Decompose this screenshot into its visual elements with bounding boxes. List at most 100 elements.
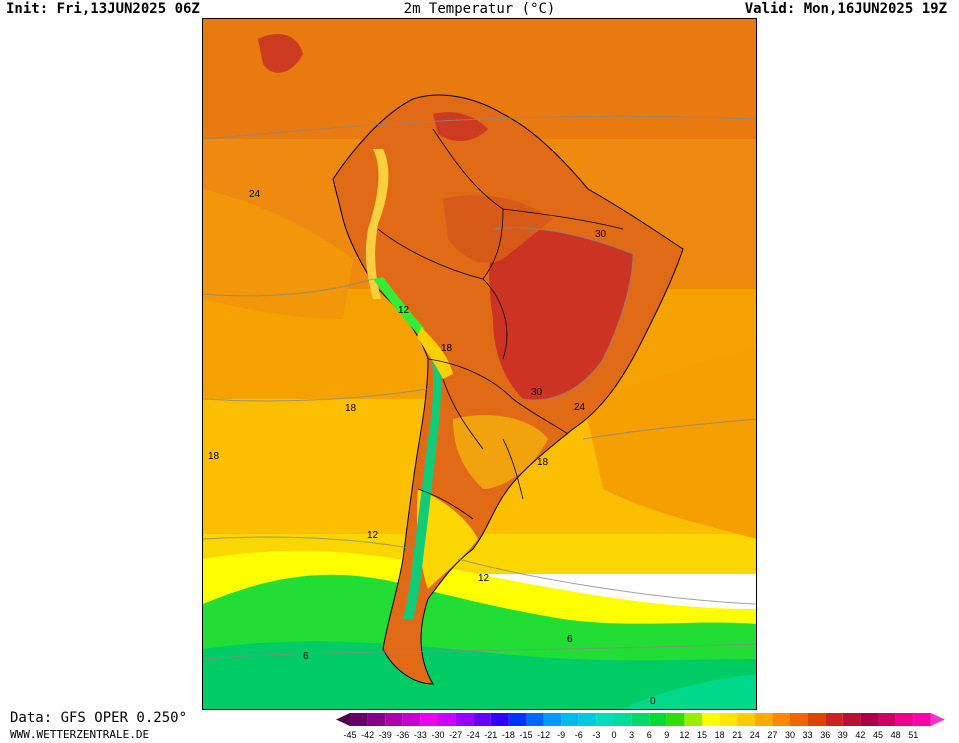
colorbar-tick-label: -39: [379, 730, 392, 739]
chart-title: 2m Temperatur (°C): [403, 1, 556, 17]
colorbar-swatch: [596, 713, 614, 726]
colorbar-tick-label: -42: [361, 730, 374, 739]
colorbar-tick-label: -15: [519, 730, 532, 739]
website-label: WWW.WETTERZENTRALE.DE: [10, 728, 150, 741]
colorbar-tick-label: 24: [750, 730, 760, 739]
colorbar-tick-label: -18: [502, 730, 515, 739]
colorbar-swatch: [719, 713, 738, 726]
pacific-tongue: [203, 189, 353, 319]
andes-peru: [373, 277, 425, 334]
colorbar-swatch: [385, 713, 403, 726]
contour-label: 12: [398, 305, 410, 316]
colorbar-swatch: [737, 713, 755, 726]
colorbar-tick-label: -45: [343, 730, 356, 739]
colorbar-tick-label: 18: [715, 730, 725, 739]
colorbar-swatch: [842, 713, 861, 726]
contour-label: 12: [478, 573, 490, 584]
temperature-map: 24 30 12 18 18 30 24 18 18 12 12 6 6 0: [202, 18, 757, 710]
patagonia: [416, 489, 478, 589]
contour-label: 18: [208, 451, 220, 462]
colorbar-swatch: [790, 713, 808, 726]
colorbar-high-arrow: [930, 713, 945, 726]
colorbar-tick-label: -3: [592, 730, 600, 739]
colorbar-tick-label: -21: [484, 730, 497, 739]
atlantic-band: [583, 349, 756, 539]
contour-lines: [203, 115, 756, 660]
colorbar-swatch: [614, 713, 632, 726]
colorbar-tick-label: 48: [891, 730, 901, 739]
colorbar-swatch: [526, 713, 544, 726]
colorbar-tick-label: 42: [855, 730, 865, 739]
colorbar-swatch: [825, 713, 843, 726]
andes-north: [365, 149, 389, 299]
colorbar-tick-label: 12: [679, 730, 689, 739]
colorbar-tick-label: 33: [803, 730, 813, 739]
colorbar-swatch: [473, 713, 491, 726]
band-green-dark: [203, 641, 756, 709]
colorbar-swatch: [402, 713, 421, 726]
colorbar-tick-label: -33: [414, 730, 427, 739]
contour-label: 12: [367, 530, 379, 541]
colorbar-tick-label: 0: [611, 730, 616, 739]
colorbar-svg: -45 -42 -39 -36 -33 -30 -27 -24 -21 -18 -15 -12 -9 -6…: [336, 713, 945, 740]
contour-label: 6: [567, 634, 573, 645]
colorbar-tick-label: -30: [431, 730, 444, 739]
country-borders: [377, 128, 624, 520]
northwest-hot: [258, 34, 303, 73]
valid-time-label: Valid: Mon,16JUN2025 19Z: [744, 1, 947, 17]
colorbar-swatch: [350, 713, 368, 726]
colorbar-swatch: [772, 713, 790, 726]
colorbar-swatch: [702, 713, 720, 726]
colorbar-swatch: [878, 713, 896, 726]
colorbar-tick-label: 21: [732, 730, 742, 739]
colorbar-tick-label: 15: [697, 730, 707, 739]
contour-label: 30: [595, 229, 607, 240]
colorbar-swatch: [455, 713, 474, 726]
colorbar-swatch: [913, 713, 931, 726]
colorbar-tick-label: -12: [537, 730, 550, 739]
contour-label: 24: [574, 402, 586, 413]
colorbar-tick-label: -6: [575, 730, 583, 739]
colorbar-swatch: [367, 713, 386, 726]
colorbar-swatch: [631, 713, 650, 726]
pampas: [453, 415, 548, 489]
colorbar-tick-label: -36: [396, 730, 409, 739]
colorbar-tick-label: 27: [767, 730, 777, 739]
contour-label: 18: [345, 403, 357, 414]
colorbar-swatch: [807, 713, 826, 726]
colorbar-tick-label: -24: [467, 730, 480, 739]
colorbar-swatch: [543, 713, 562, 726]
altiplano: [417, 327, 453, 379]
colorbar-tick-label: 45: [873, 730, 883, 739]
data-source-label: Data: GFS OPER 0.250°: [10, 710, 188, 726]
colorbar-tick-label: 36: [820, 730, 830, 739]
colorbar-tick-label: 6: [647, 730, 652, 739]
colorbar-tick-label: 51: [908, 730, 918, 739]
band-teal: [623, 674, 756, 709]
colorbar-swatch: [684, 713, 702, 726]
contour-label: 30: [531, 387, 543, 398]
colorbar-swatch: [666, 713, 685, 726]
contour-label: 0: [650, 696, 656, 707]
colorbar-tick-label: 3: [629, 730, 634, 739]
colorbar-swatch: [420, 713, 438, 726]
colorbar-swatch: [754, 713, 773, 726]
andes-chile: [403, 349, 442, 619]
temperature-colorbar: -45 -42 -39 -36 -33 -30 -27 -24 -21 -18 -15 -12 -9 -6…: [336, 713, 956, 740]
brazil-hot-core: [489, 227, 633, 400]
colorbar-low-arrow: [336, 713, 350, 726]
init-time-label: Init: Fri,13JUN2025 06Z: [6, 1, 200, 17]
colorbar-swatch: [508, 713, 526, 726]
contour-label: 18: [441, 343, 453, 354]
colorbar-swatch: [895, 713, 914, 726]
colorbar-tick-label: 39: [838, 730, 848, 739]
colorbar-swatch: [860, 713, 878, 726]
contour-label-group: 24 30 12 18 18 30 24 18 18 12 12 6 6 0: [208, 189, 656, 707]
colorbar-tick-label: 30: [785, 730, 795, 739]
colorbar-swatch: [438, 713, 456, 726]
colorbar-tick-label: 9: [664, 730, 669, 739]
colorbar-swatch: [649, 713, 667, 726]
colorbar-tick-label: -9: [557, 730, 565, 739]
colorbar-tick-label: -27: [449, 730, 462, 739]
contour-label: 18: [537, 457, 549, 468]
